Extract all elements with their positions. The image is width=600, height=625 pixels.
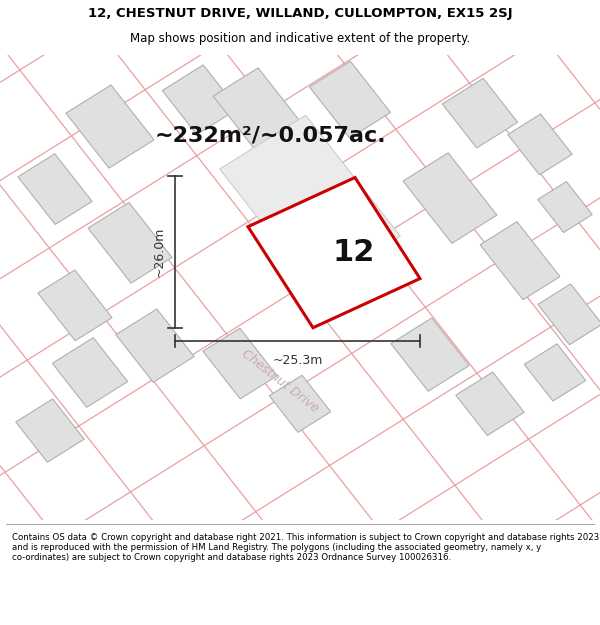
Polygon shape bbox=[220, 115, 400, 290]
Polygon shape bbox=[538, 284, 600, 345]
Polygon shape bbox=[88, 202, 172, 283]
Polygon shape bbox=[66, 85, 154, 168]
Polygon shape bbox=[480, 222, 560, 299]
Text: ~25.3m: ~25.3m bbox=[272, 354, 323, 367]
Polygon shape bbox=[16, 399, 84, 462]
Text: ~26.0m: ~26.0m bbox=[152, 226, 166, 277]
Polygon shape bbox=[524, 344, 586, 401]
Polygon shape bbox=[403, 153, 497, 243]
Polygon shape bbox=[213, 68, 307, 158]
Polygon shape bbox=[163, 65, 238, 134]
Polygon shape bbox=[248, 177, 420, 328]
Polygon shape bbox=[391, 318, 469, 391]
Polygon shape bbox=[116, 309, 194, 382]
Text: 12: 12 bbox=[333, 238, 375, 267]
Text: Map shows position and indicative extent of the property.: Map shows position and indicative extent… bbox=[130, 32, 470, 45]
Text: Contains OS data © Crown copyright and database right 2021. This information is : Contains OS data © Crown copyright and d… bbox=[12, 532, 599, 562]
Polygon shape bbox=[269, 375, 331, 432]
Polygon shape bbox=[310, 61, 391, 138]
Polygon shape bbox=[18, 154, 92, 224]
Polygon shape bbox=[456, 372, 524, 436]
Polygon shape bbox=[442, 78, 518, 148]
Polygon shape bbox=[203, 328, 277, 399]
Polygon shape bbox=[508, 114, 572, 175]
Text: 12, CHESTNUT DRIVE, WILLAND, CULLOMPTON, EX15 2SJ: 12, CHESTNUT DRIVE, WILLAND, CULLOMPTON,… bbox=[88, 8, 512, 20]
Polygon shape bbox=[538, 181, 592, 232]
Text: ~232m²/~0.057ac.: ~232m²/~0.057ac. bbox=[155, 126, 386, 146]
Polygon shape bbox=[52, 338, 128, 408]
Text: Chestnut Drive: Chestnut Drive bbox=[239, 348, 321, 416]
Polygon shape bbox=[38, 270, 112, 341]
